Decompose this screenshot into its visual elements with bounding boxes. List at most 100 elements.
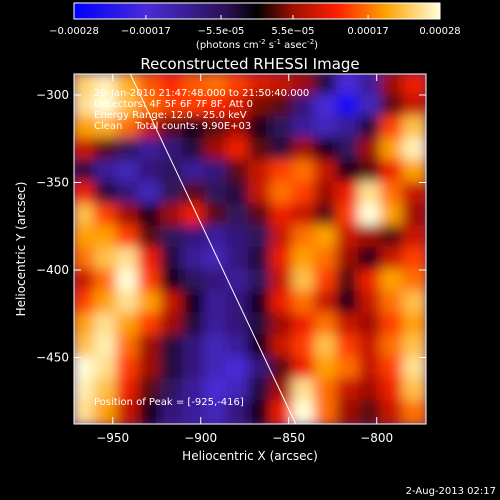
heatmap-cell [94,290,120,317]
heatmap-cell [116,334,142,361]
heatmap-cell [336,312,362,339]
heatmap-cell [94,400,120,424]
heatmap-cell [336,74,362,98]
heatmap-cell [292,93,318,120]
heatmap-cell [116,181,142,208]
heatmap-cell [138,312,164,339]
colorbar-tick-label: 5.5e−05 [271,26,314,37]
heatmap-cell [160,137,186,164]
heatmap-cell [116,159,142,186]
heatmap-cell [402,225,426,252]
axis-ticks: −950 −900 −850 −800 −450 −400 −350 −300 [36,74,426,445]
heatmap-cell [314,93,340,120]
x-tick-label: −800 [360,431,393,445]
heatmap-cell [402,378,426,405]
heatmap-cell [226,268,252,295]
heatmap-cell [314,268,340,295]
heatmap-cell [336,203,362,230]
heatmap-cell [336,225,362,252]
heatmap-cell [380,93,406,120]
heatmap-cell [116,268,142,295]
heatmap-cell [138,115,164,142]
colorbar-tick-label: 0.00017 [347,26,388,37]
heatmap-cell [204,312,230,339]
heatmap-cell [358,115,384,142]
heatmap-cell [270,203,296,230]
heatmap-cell [182,74,208,98]
heatmap-cell [314,356,340,383]
x-tick-label: −900 [184,431,217,445]
heatmap-cell [336,334,362,361]
colorbar-unit: (photons cm-2 s-1 asec-2) [196,38,318,51]
heatmap-cell [116,115,142,142]
heatmap-cell [204,74,230,98]
heatmap-cell [292,312,318,339]
heatmap-cell [292,225,318,252]
heatmap-cell [270,181,296,208]
heatmap-cell [402,181,426,208]
heatmap-cell [248,225,274,252]
heatmap-cell [336,268,362,295]
heatmap-cell [248,181,274,208]
heatmap-cell [226,115,252,142]
heatmap-cell [204,137,230,164]
heatmap-cells [74,74,426,424]
heatmap-cell [358,400,384,424]
heatmap-cell [138,334,164,361]
heatmap-cell [94,115,120,142]
heatmap-cell [94,312,120,339]
heatmap-cell [292,247,318,273]
heatmap-cell [336,378,362,405]
heatmap-cell [116,137,142,164]
y-tick-label: −400 [36,263,69,277]
heatmap-cell [182,334,208,361]
heatmap-cell [226,225,252,252]
heatmap-cell [204,378,230,405]
solar-limb-line [129,74,297,424]
heatmap-cell [248,334,274,361]
heatmap-cell [160,334,186,361]
heatmap-cell [94,334,120,361]
heatmap-cell [160,378,186,405]
heatmap-cell [226,400,252,424]
heatmap-cell [204,334,230,361]
heatmap-cell [204,93,230,120]
heatmap-cell [380,181,406,208]
heatmap-cell [226,74,252,98]
heatmap-cell [314,334,340,361]
heatmap-cell [336,115,362,142]
heatmap-cell [182,378,208,405]
y-tick-label: −450 [36,351,69,365]
heatmap-cell [204,400,230,424]
heatmap-cell [314,203,340,230]
heatmap-cell [226,137,252,164]
heatmap-cell [248,115,274,142]
colorbar-gradient [73,2,441,20]
heatmap-cell [358,159,384,186]
heatmap-cell [94,247,120,273]
heatmap-cell [270,268,296,295]
y-axis-label: Heliocentric Y (arcsec) [14,182,28,317]
heatmap-cell [358,378,384,405]
heatmap-cell [116,225,142,252]
heatmap-cell [402,334,426,361]
x-tick-label: −850 [272,431,305,445]
heatmap-cell [116,378,142,405]
heatmap-cell [402,356,426,383]
heatmap-cell [160,225,186,252]
heatmap-cell [380,400,406,424]
annotation-detectors: Detectors: 4F 5F 6F 7F 8F, Att 0 [94,99,253,110]
heatmap-cell [248,400,274,424]
annotation-time: 20-Jan-2010 21:47:48.000 to 21:50:40.000 [94,88,309,99]
heatmap-cell [314,378,340,405]
heatmap-cell [336,356,362,383]
heatmap-cell [160,93,186,120]
heatmap-cell [138,247,164,273]
heatmap-cell [204,268,230,295]
heatmap-cell [138,181,164,208]
heatmap-cell [182,137,208,164]
heatmap-cell [74,400,98,424]
heatmap-cell [116,356,142,383]
heatmap-cell [402,290,426,317]
heatmap-cell [402,400,426,424]
